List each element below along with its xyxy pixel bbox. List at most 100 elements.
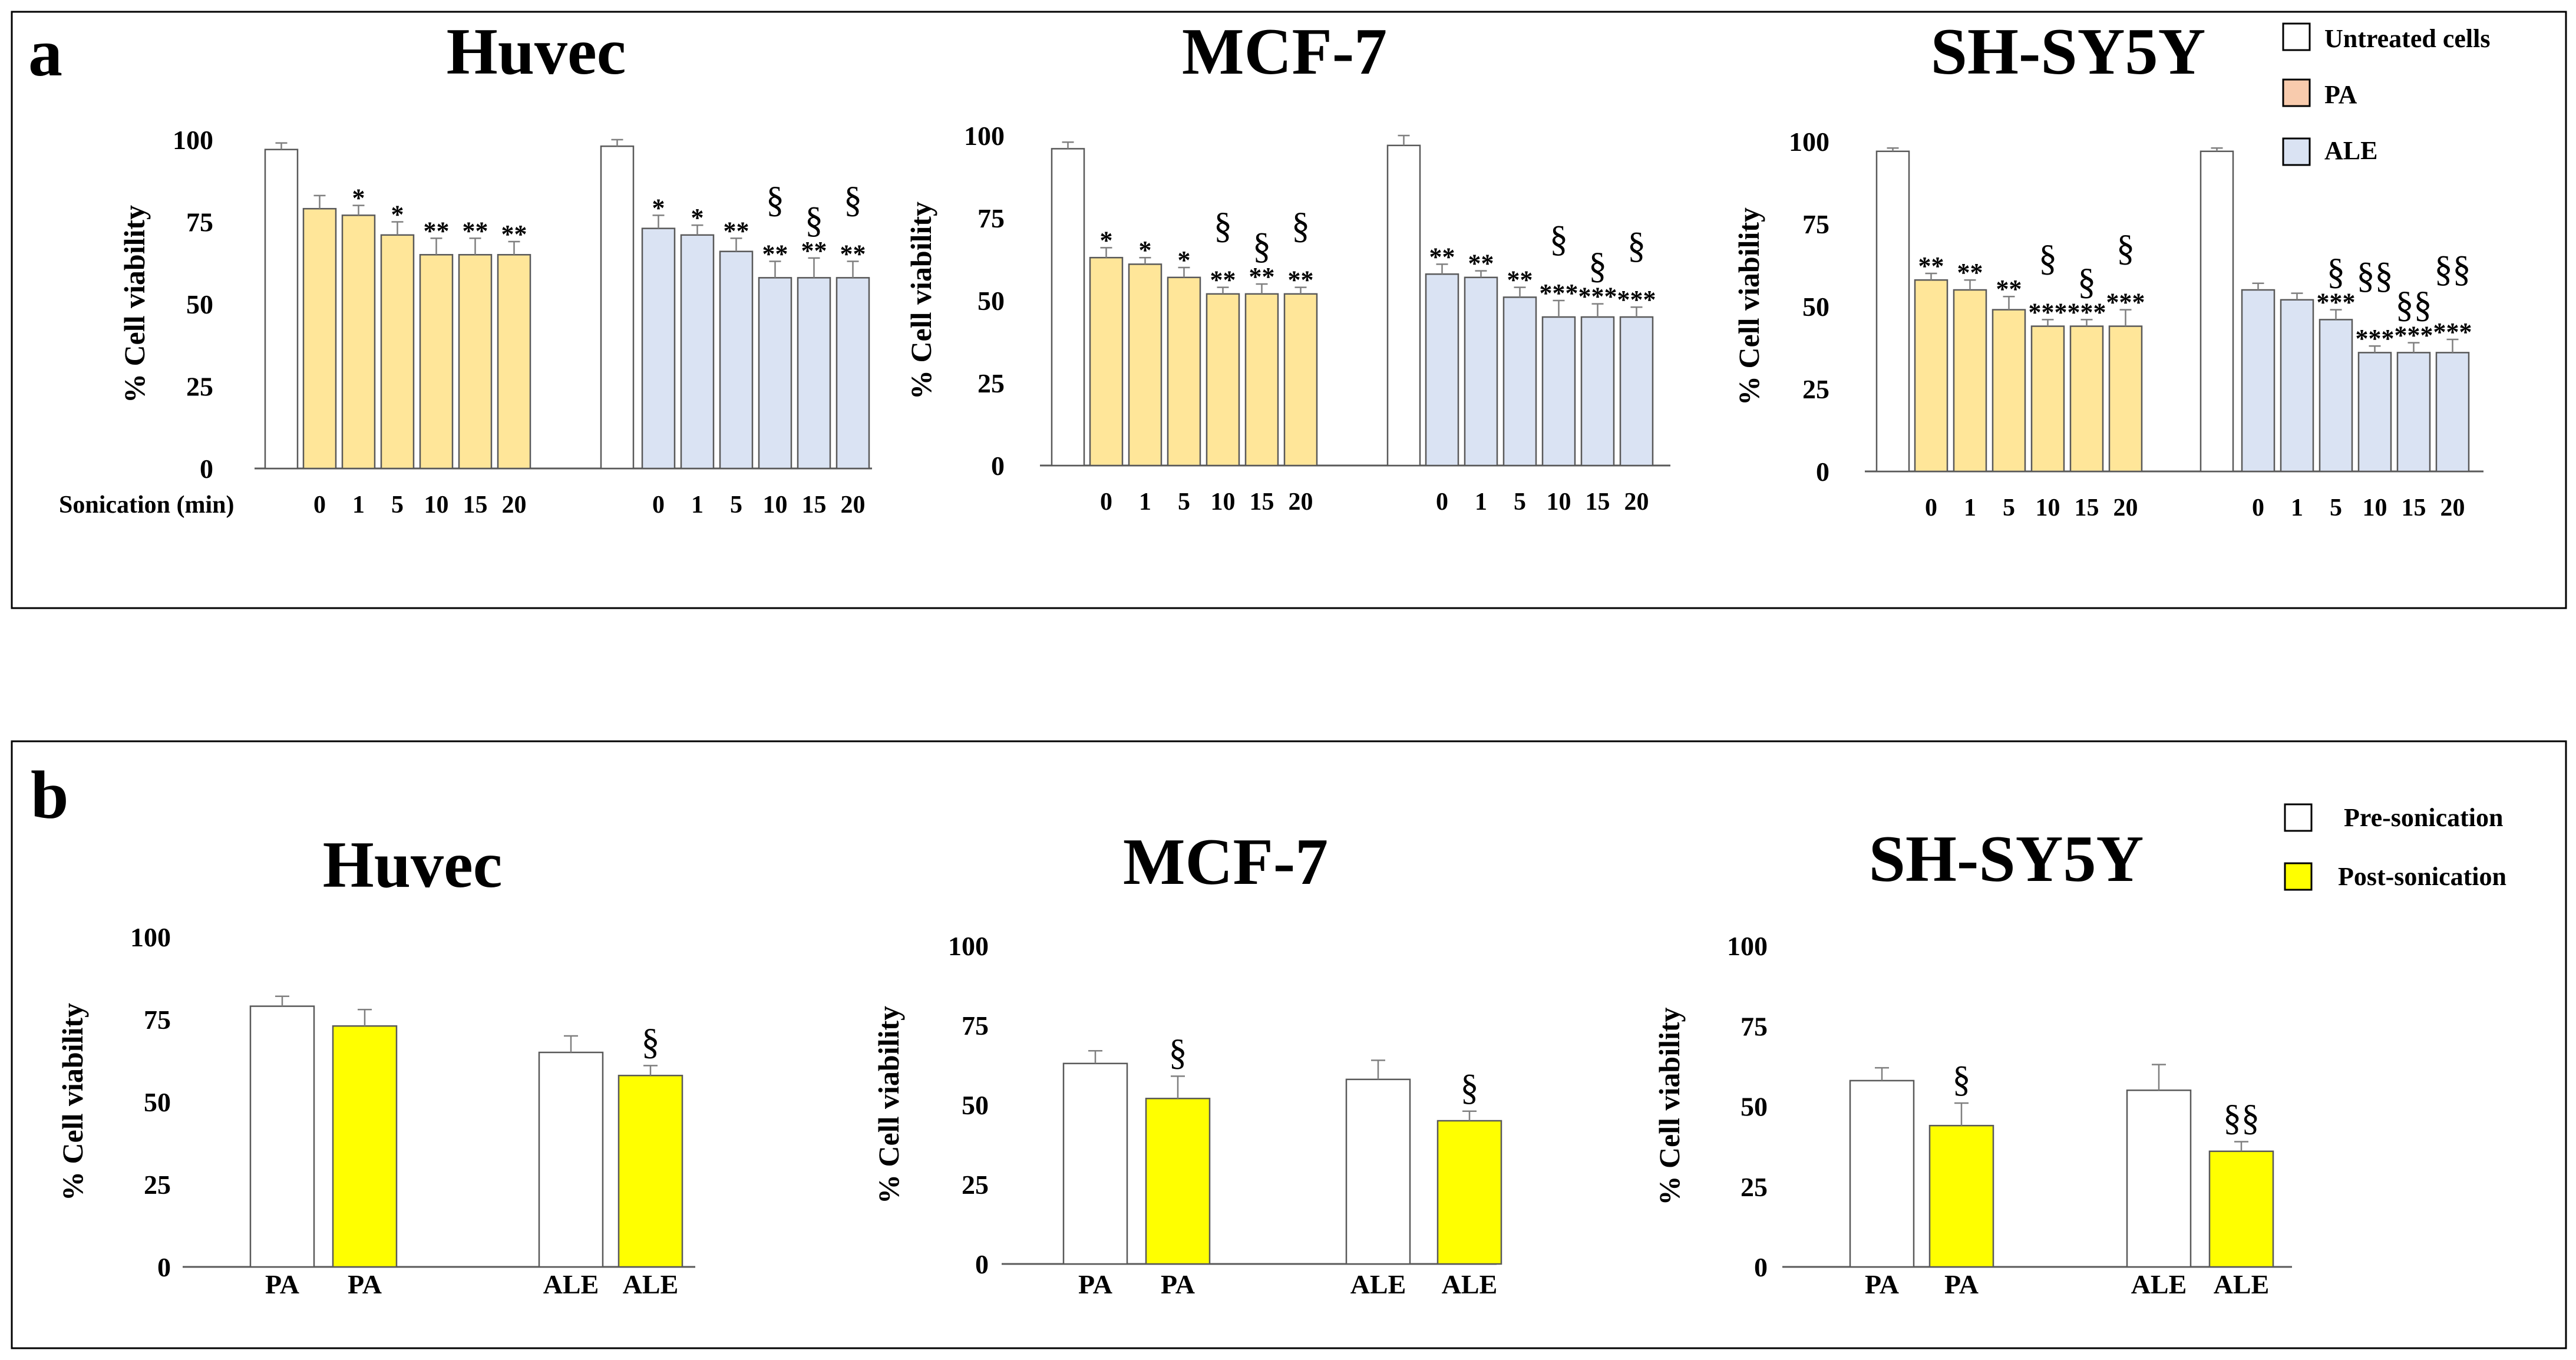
- xtick-label-a-1-0-0: 0: [1100, 488, 1112, 516]
- bar-pa-1-1: [1128, 263, 1162, 467]
- bar-pre-0-0: [249, 1005, 315, 1268]
- ytick-label-a-2-2: 50: [1802, 292, 1829, 322]
- xtick-label-b-2-0-0: PA: [1865, 1269, 1899, 1299]
- bar-pa-0-5: [497, 254, 531, 470]
- sig-star-0-1-0: *: [652, 193, 665, 222]
- sig-star-2-1-5: ***: [2433, 318, 2472, 346]
- sig-star-2-1-3: ***: [2356, 324, 2395, 353]
- sig-section-0-1-5: §: [844, 180, 862, 220]
- sig-star-0-1-1: *: [691, 203, 704, 232]
- errbar-b-2-1-1: [2234, 1141, 2248, 1151]
- sig-star-2-0-4: ***: [2068, 298, 2106, 326]
- legend-panel-b: Pre-sonication Post-sonication: [2284, 803, 2506, 891]
- xtick-label-a-0-1-2: 5: [730, 491, 742, 519]
- xtick-label-b-0-1-0: ALE: [543, 1269, 599, 1299]
- xtick-label-a-2-1-3: 10: [2363, 494, 2387, 521]
- sonication-label: Sonication (min): [59, 491, 235, 519]
- sig-section-2-0-3: §: [2039, 238, 2057, 278]
- sig-section-1-0-5: §: [1292, 206, 1310, 246]
- chart-title-a-2: SH-SY5Y: [1931, 15, 2206, 88]
- xtick-label-b-2-0-1: PA: [1944, 1269, 1979, 1299]
- errbar-ale-0-4: [808, 257, 820, 278]
- xtick-label-a-1-0-1: 1: [1139, 488, 1151, 516]
- bar-ale-0-3: [758, 277, 792, 470]
- bar-post-0-0: [332, 1025, 398, 1268]
- sig-star-1-1-4: ***: [1578, 282, 1617, 311]
- xtick-label-a-0-0-1: 1: [352, 491, 365, 519]
- ytick-label-b-3-4: 100: [130, 922, 171, 952]
- errbar-untreated-1-1: [1398, 134, 1410, 146]
- sig-star-0-1-2: **: [724, 216, 749, 245]
- chart-b-1: 0 25 50 75 100 % Cell viability MCF-7 PA PA § ALE A…: [872, 826, 1502, 1299]
- xtick-label-a-2-1-1: 1: [2291, 494, 2303, 521]
- sig-section-2-1-5: §§: [2435, 249, 2471, 289]
- ytick-label-b-5-3: 75: [1741, 1011, 1768, 1041]
- errbar-pa-2-3: [2042, 319, 2054, 326]
- sig-star-0-1-3: **: [762, 239, 788, 268]
- errbar-ale-2-3: [2369, 345, 2381, 353]
- bar-ale-1-4: [1580, 316, 1615, 467]
- bar-pa-0-2: [380, 234, 415, 470]
- errbar-b-0-0-1: [358, 1008, 372, 1026]
- sig-star-2-0-2: **: [1996, 275, 2022, 303]
- ytick-label-b-5-0: 0: [1754, 1252, 1768, 1282]
- sig-star-1-1-3: ***: [1540, 279, 1578, 308]
- bar-post-2-1: [2208, 1150, 2274, 1268]
- sig-section-1-1-3: §: [1550, 219, 1568, 259]
- xtick-label-a-0-0-4: 15: [463, 491, 488, 519]
- errbar-b-0-0-0: [275, 995, 289, 1006]
- errbar-untreated-0-0: [275, 142, 288, 150]
- legend-panel-a: Untreated cells PA ALE: [2282, 22, 2490, 166]
- errbar-pa-2-1: [1964, 279, 1976, 290]
- y-axis-label-b-3: % Cell viability: [56, 1003, 89, 1201]
- errbar-ale-1-2: [1514, 286, 1526, 298]
- xtick-label-b-1-1-1: ALE: [1442, 1269, 1498, 1299]
- bar-pre-2-0: [1849, 1080, 1915, 1268]
- ytick-label-b-4-2: 50: [962, 1090, 989, 1120]
- bar-ale-1-3: [1541, 316, 1576, 467]
- sig-star-0-0-3: **: [424, 216, 450, 245]
- y-axis-label-a-0: % Cell viability: [118, 205, 151, 403]
- sig-section-2-1-3: §§: [2357, 256, 2393, 296]
- xtick-label-b-2-1-0: ALE: [2131, 1269, 2187, 1299]
- bar-ale-2-0: [2241, 289, 2276, 473]
- sig-section-0-1-4: §: [805, 200, 823, 240]
- xtick-label-a-0-1-5: 20: [841, 491, 866, 519]
- errbar-b-1-1-1: [1462, 1110, 1477, 1121]
- panel-b-frame: [11, 740, 2567, 1349]
- xtick-label-a-2-1-2: 5: [2330, 494, 2342, 521]
- sig-star-1-0-5: **: [1288, 266, 1314, 295]
- sig-section-b-2-1-1: §§: [2223, 1098, 2260, 1138]
- sig-star-1-0-3: **: [1210, 266, 1236, 295]
- sig-star-1-0-0: *: [1100, 226, 1113, 255]
- xtick-label-a-0-1-0: 0: [652, 491, 665, 519]
- errbar-pa-2-0: [1925, 272, 1937, 280]
- y-axis-label-a-1: % Cell viability: [904, 202, 937, 400]
- bar-post-1-0: [1145, 1097, 1211, 1265]
- xtick-label-a-2-1-4: 15: [2402, 494, 2426, 521]
- sig-section-b-0-1-1: §: [642, 1022, 660, 1062]
- bar-ale-0-4: [797, 277, 831, 470]
- ytick-label-a-1-2: 50: [977, 286, 1005, 316]
- sig-star-0-0-2: *: [391, 200, 404, 229]
- legend-label-post: Post-sonication: [2338, 862, 2506, 891]
- errbar-pa-1-1: [1139, 256, 1151, 265]
- xtick-label-a-0-0-5: 20: [502, 491, 527, 519]
- errbar-ale-2-1: [2291, 292, 2303, 300]
- sig-star-1-1-2: **: [1507, 266, 1533, 295]
- xtick-label-b-0-1-1: ALE: [623, 1269, 679, 1299]
- sig-star-1-1-1: **: [1468, 249, 1494, 278]
- panel-a-letter: a: [28, 15, 62, 91]
- xtick-label-a-1-1-4: 15: [1586, 488, 1610, 516]
- sig-star-0-1-5: **: [840, 239, 866, 268]
- errbar-b-1-0-0: [1088, 1049, 1102, 1064]
- errbar-pa-1-2: [1178, 266, 1190, 278]
- ytick-label-b-5-1: 25: [1741, 1172, 1768, 1202]
- bar-ale-0-2: [719, 250, 754, 470]
- xtick-label-a-1-1-2: 5: [1514, 488, 1526, 516]
- chart-title-b-5: SH-SY5Y: [1869, 823, 2144, 896]
- xtick-label-a-2-1-0: 0: [2252, 494, 2264, 521]
- sig-section-b-1-0-1: §: [1169, 1032, 1187, 1072]
- bar-pa-2-2: [1992, 309, 2026, 473]
- xtick-label-b-0-0-1: PA: [348, 1269, 382, 1299]
